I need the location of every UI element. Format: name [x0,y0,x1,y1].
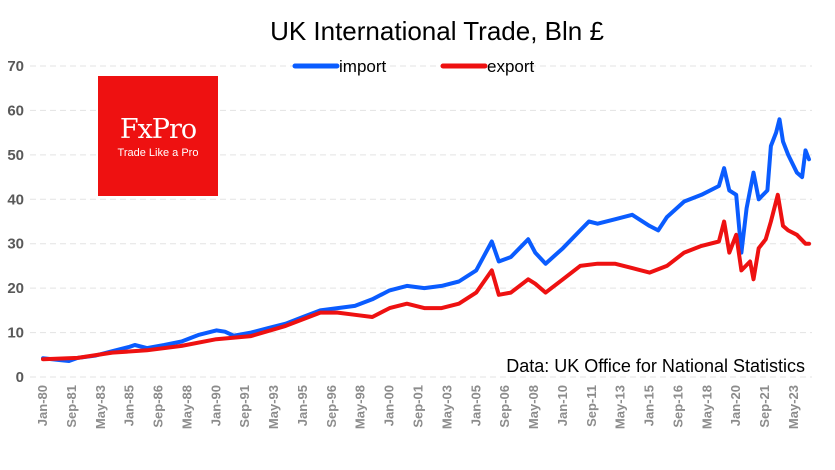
chart-title: UK International Trade, Bln £ [270,16,604,46]
x-tick-label: May-83 [93,385,108,429]
y-tick-label: 40 [7,191,24,208]
logo-brand: FxPro [119,114,197,145]
y-tick-label: 10 [7,325,24,342]
x-tick-label: Jan-95 [295,385,310,426]
x-tick-label: Sep-11 [584,385,599,427]
x-tick-label: May-93 [266,385,281,429]
x-tick-label: May-98 [353,385,368,429]
y-tick-label: 20 [7,280,24,297]
import-series-line [41,117,811,363]
x-tick-label: May-23 [786,385,801,429]
source-annotation: Data: UK Office for National Statistics [506,356,805,376]
import-legend-label: import [339,57,387,76]
y-tick-label: 60 [7,102,24,119]
x-tick-label: Sep-01 [410,385,425,428]
x-tick-label: Jan-00 [382,385,397,426]
x-tick-label: May-18 [699,385,714,429]
export-series-line [41,192,811,362]
x-tick-label: Jan-10 [555,385,570,426]
x-tick-label: May-08 [526,385,541,429]
x-tick-label: Sep-91 [237,385,252,428]
fxpro-logo: FxPro Trade Like a Pro [98,76,218,196]
x-tick-label: May-13 [613,385,628,429]
x-tick-label: May-88 [179,385,194,429]
y-tick-label: 50 [7,147,24,164]
x-tick-label: May-03 [439,385,454,429]
x-tick-label: Sep-86 [151,385,166,428]
x-tick-label: Jan-90 [208,385,223,426]
x-tick-label: Sep-06 [497,385,512,428]
y-tick-label: 0 [16,369,24,386]
x-tick-label: Sep-21 [757,385,772,428]
x-tick-label: Jan-15 [642,385,657,426]
x-tick-label: Jan-05 [468,385,483,426]
y-tick-label: 70 [7,58,24,75]
x-tick-label: Jan-85 [122,385,137,426]
y-tick-label: 30 [7,236,24,253]
logo-tagline: Trade Like a Pro [117,147,199,159]
export-legend-label: export [487,57,535,76]
x-tick-label: Jan-20 [728,385,743,426]
x-tick-label: Sep-96 [324,385,339,428]
x-tick-label: Jan-80 [35,385,50,426]
x-tick-label: Sep-81 [64,385,79,428]
x-tick-label: Sep-16 [670,385,685,428]
